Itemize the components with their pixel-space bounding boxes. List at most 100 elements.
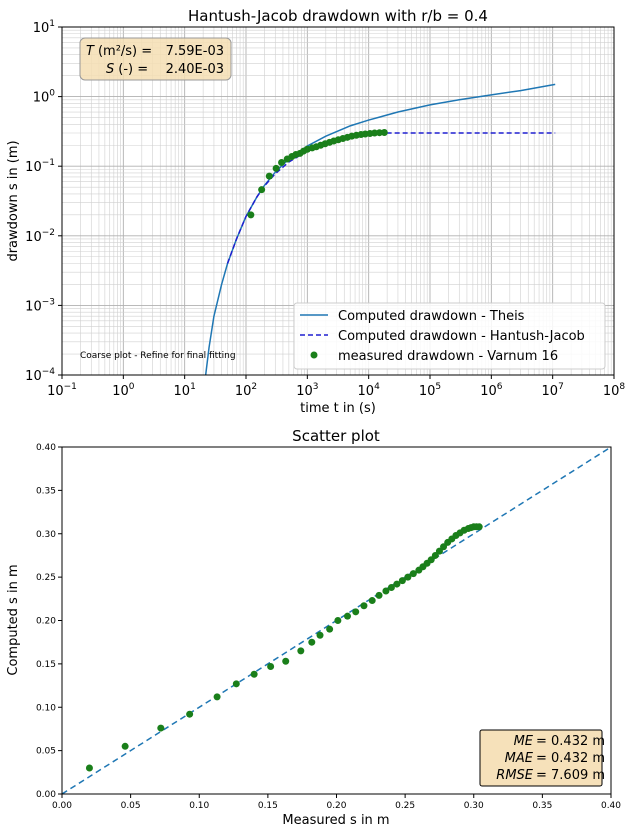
x-tick-label: 101 [174, 382, 196, 399]
x-tick-exponent: −1 [64, 382, 77, 392]
y-tick-label: 0.30 [36, 530, 56, 540]
parameter-s-unit: (-) = [118, 62, 148, 77]
scatter-point [393, 580, 401, 588]
scatter-point [360, 602, 368, 610]
scatter-point [157, 724, 165, 732]
x-tick-label: 107 [542, 382, 564, 399]
legend-measured-label: measured drawdown - Varnum 16 [338, 349, 558, 364]
stats-box-frame [479, 729, 603, 787]
x-tick-label: 10−1 [47, 382, 77, 399]
drawdown-x-axis-label: time t in (s) [300, 401, 376, 416]
scatter-chart-title: Scatter plot [292, 427, 380, 445]
scatter-point [232, 680, 240, 688]
x-tick-label: 0.25 [395, 801, 415, 811]
y-tick-label: 0.40 [36, 443, 56, 453]
hantush-jacob-drawdown-line [226, 132, 556, 264]
legend-measured-swatch [310, 351, 318, 359]
scatter-point [440, 543, 448, 551]
drawdown-series [204, 83, 556, 375]
y-tick-label: 10−4 [25, 367, 55, 384]
y-tick-base: 10 [33, 21, 50, 36]
x-tick-label: 100 [112, 382, 135, 399]
x-tick-label: 106 [480, 382, 503, 399]
x-tick-label: 0.05 [121, 801, 141, 811]
x-tick-exponent: 6 [497, 382, 503, 392]
x-tick-label: 0.15 [258, 801, 278, 811]
x-tick-label: 0.40 [601, 801, 621, 811]
stat-mae-value: = 0.432 m [536, 751, 605, 766]
stat-rmse-value: = 7.609 m [536, 768, 605, 783]
y-tick-base: 10 [25, 299, 42, 314]
y-tick-label: 10−1 [25, 158, 55, 175]
y-tick-label: 0.00 [36, 790, 56, 800]
stat-rmse-name: RMSE [496, 768, 534, 783]
y-tick-label: 10−2 [25, 228, 55, 245]
scatter-point [308, 638, 316, 646]
y-tick-label: 10−3 [25, 297, 55, 314]
x-tick-base: 10 [542, 384, 559, 399]
x-tick-label: 108 [603, 382, 625, 399]
y-tick-label: 0.25 [36, 573, 56, 583]
legend-theis-label: Computed drawdown - Theis [338, 309, 525, 324]
y-tick-label: 0.20 [36, 617, 56, 627]
x-tick-base: 10 [480, 384, 497, 399]
measured-drawdown-point [247, 211, 255, 219]
y-tick-label: 100 [33, 89, 56, 106]
scatter-x-ticks: 0.00 0.05 0.10 0.15 0.20 0.25 0.30 0.35 0.40 [52, 794, 621, 811]
scatter-x-axis-label: Measured s in m [282, 813, 389, 828]
scatter-chart: Scatter plot 0.00 0.05 0.10 0.15 0.20 0.25 0.3… [6, 427, 621, 828]
y-tick-label: 0.10 [36, 703, 56, 713]
x-tick-exponent: 3 [313, 382, 319, 392]
x-tick-label: 105 [419, 382, 441, 399]
y-tick-exponent: 0 [49, 89, 55, 99]
stats-box: ME = 0.432 m MAE = 0.432 m RMSE = 7.609 … [479, 729, 605, 787]
x-tick-base: 10 [603, 384, 620, 399]
x-tick-base: 10 [47, 384, 64, 399]
measured-drawdown-point [258, 186, 266, 194]
x-tick-label: 103 [296, 382, 318, 399]
parameter-t-value: 7.59E-03 [166, 44, 224, 59]
x-tick-base: 10 [112, 384, 129, 399]
scatter-point [375, 591, 383, 599]
x-tick-base: 10 [296, 384, 313, 399]
y-tick-label: 0.05 [36, 747, 56, 757]
scatter-point [316, 631, 324, 639]
scatter-point [282, 657, 290, 665]
x-tick-exponent: 7 [558, 382, 564, 392]
scatter-point [404, 573, 412, 581]
stat-me-value: = 0.432 m [536, 734, 605, 749]
scatter-point [352, 608, 360, 616]
y-tick-base: 10 [25, 369, 42, 384]
y-tick-label: 0.15 [36, 660, 56, 670]
scatter-point [475, 523, 483, 531]
parameter-box-frame [79, 37, 232, 81]
y-tick-base: 10 [25, 230, 42, 245]
drawdown-chart-title: Hantush-Jacob drawdown with r/b = 0.4 [188, 7, 488, 25]
measured-drawdown-point [272, 164, 280, 172]
x-tick-exponent: 2 [251, 382, 257, 392]
y-tick-label: 101 [33, 19, 55, 36]
x-tick-label: 102 [235, 382, 257, 399]
x-tick-exponent: 8 [619, 382, 625, 392]
drawdown-x-ticks: 10−1 100 101 102 103 104 105 106 107 108 [47, 375, 625, 399]
scatter-y-ticks: 0.00 0.05 0.10 0.15 0.20 0.25 0.30 0.35 0.40 [36, 443, 62, 800]
coarse-plot-note: Coarse plot - Refine for final fitting [80, 351, 236, 361]
scatter-point [387, 584, 395, 592]
scatter-point [382, 587, 390, 595]
x-tick-exponent: 0 [129, 382, 135, 392]
x-tick-base: 10 [419, 384, 436, 399]
y-tick-base: 10 [25, 160, 42, 175]
x-tick-exponent: 4 [374, 382, 380, 392]
measured-drawdown-point [380, 128, 388, 136]
x-tick-label: 0.00 [52, 801, 72, 811]
scatter-point [343, 612, 351, 620]
scatter-point [398, 577, 406, 585]
scatter-point [409, 570, 417, 578]
parameter-box: T (m²/s) = 7.59E-03 S (-) = 2.40E-03 [79, 37, 232, 81]
x-tick-base: 10 [174, 384, 191, 399]
scatter-point [121, 742, 129, 750]
scatter-point [250, 670, 258, 678]
scatter-point [186, 710, 194, 718]
